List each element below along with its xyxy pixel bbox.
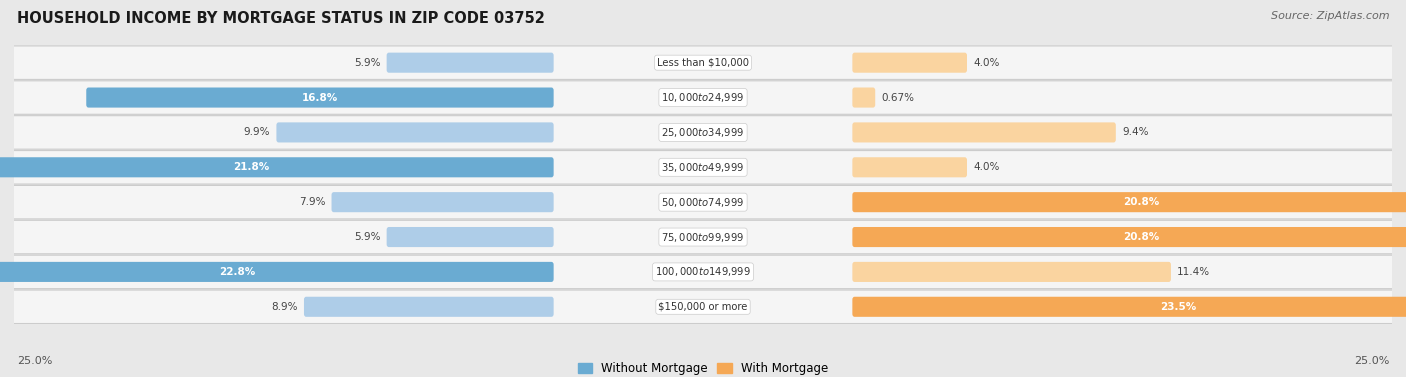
FancyBboxPatch shape — [852, 227, 1406, 247]
FancyBboxPatch shape — [852, 87, 875, 107]
Text: 5.9%: 5.9% — [354, 58, 381, 68]
Text: 21.8%: 21.8% — [233, 162, 269, 172]
Text: $35,000 to $49,999: $35,000 to $49,999 — [661, 161, 745, 174]
Text: 9.4%: 9.4% — [1122, 127, 1149, 138]
Text: 20.8%: 20.8% — [1123, 197, 1160, 207]
FancyBboxPatch shape — [332, 192, 554, 212]
Text: 25.0%: 25.0% — [1354, 356, 1389, 366]
Text: Less than $10,000: Less than $10,000 — [657, 58, 749, 68]
Text: $10,000 to $24,999: $10,000 to $24,999 — [661, 91, 745, 104]
FancyBboxPatch shape — [277, 123, 554, 143]
Text: $100,000 to $149,999: $100,000 to $149,999 — [655, 265, 751, 278]
FancyBboxPatch shape — [852, 262, 1171, 282]
Text: 7.9%: 7.9% — [299, 197, 325, 207]
Text: $75,000 to $99,999: $75,000 to $99,999 — [661, 231, 745, 244]
FancyBboxPatch shape — [7, 46, 1399, 80]
FancyBboxPatch shape — [7, 255, 1399, 289]
FancyBboxPatch shape — [852, 297, 1406, 317]
FancyBboxPatch shape — [852, 192, 1406, 212]
Text: 25.0%: 25.0% — [17, 356, 52, 366]
Text: 0.67%: 0.67% — [882, 92, 914, 103]
Text: 4.0%: 4.0% — [973, 58, 1000, 68]
Text: 9.9%: 9.9% — [243, 127, 270, 138]
FancyBboxPatch shape — [7, 81, 1399, 114]
Text: 23.5%: 23.5% — [1160, 302, 1197, 312]
FancyBboxPatch shape — [852, 53, 967, 73]
FancyBboxPatch shape — [0, 157, 554, 177]
FancyBboxPatch shape — [86, 87, 554, 107]
Text: 8.9%: 8.9% — [271, 302, 298, 312]
FancyBboxPatch shape — [7, 150, 1399, 184]
Text: $50,000 to $74,999: $50,000 to $74,999 — [661, 196, 745, 208]
Text: 20.8%: 20.8% — [1123, 232, 1160, 242]
Text: 11.4%: 11.4% — [1177, 267, 1211, 277]
FancyBboxPatch shape — [387, 227, 554, 247]
Text: 4.0%: 4.0% — [973, 162, 1000, 172]
FancyBboxPatch shape — [852, 157, 967, 177]
Text: 5.9%: 5.9% — [354, 232, 381, 242]
FancyBboxPatch shape — [7, 185, 1399, 219]
FancyBboxPatch shape — [7, 116, 1399, 149]
FancyBboxPatch shape — [0, 262, 554, 282]
FancyBboxPatch shape — [852, 123, 1116, 143]
FancyBboxPatch shape — [7, 220, 1399, 254]
Legend: Without Mortgage, With Mortgage: Without Mortgage, With Mortgage — [574, 357, 832, 377]
Text: $150,000 or more: $150,000 or more — [658, 302, 748, 312]
Text: 22.8%: 22.8% — [219, 267, 256, 277]
FancyBboxPatch shape — [387, 53, 554, 73]
Text: $25,000 to $34,999: $25,000 to $34,999 — [661, 126, 745, 139]
Text: 16.8%: 16.8% — [302, 92, 337, 103]
Text: Source: ZipAtlas.com: Source: ZipAtlas.com — [1271, 11, 1389, 21]
FancyBboxPatch shape — [7, 290, 1399, 323]
Text: HOUSEHOLD INCOME BY MORTGAGE STATUS IN ZIP CODE 03752: HOUSEHOLD INCOME BY MORTGAGE STATUS IN Z… — [17, 11, 544, 26]
FancyBboxPatch shape — [304, 297, 554, 317]
